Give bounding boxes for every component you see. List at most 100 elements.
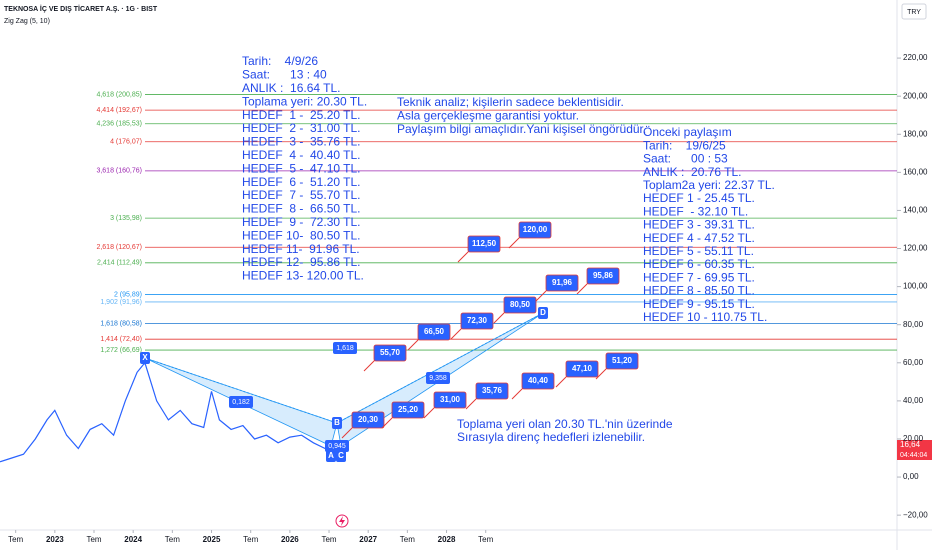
target-arrow [595,366,609,380]
annotation-current: ANLIK : 16.64 TL. [242,81,341,95]
fib-level-label: 1,272 (66,69) [100,347,142,354]
annotation-previous: HEDEF 4 - 47.52 TL. [643,231,755,245]
annotation-current: HEDEF 3 - 35.76 TL. [242,135,361,149]
target-arrow [508,235,522,249]
target-arrow [457,249,471,263]
annotation-previous: Önceki paylaşım [643,125,732,139]
fib-level-label: 2 (95,89) [114,291,142,298]
y-tick-label: 180,00 [903,129,928,138]
pattern-point: A [328,451,334,460]
target-label: 66,50 [424,327,445,336]
target-arrow [535,288,549,302]
target-box [605,352,639,370]
annotation-note: Toplama yeri olan 20.30 TL.'nin üzerinde [457,417,673,431]
fib-level-label: 4,618 (200,85) [96,91,142,98]
target-box [518,221,552,239]
target-label: 55,70 [380,348,401,357]
y-tick-label: 60,00 [903,358,924,367]
x-tick-label: Tem [478,535,493,544]
annotation-previous: HEDEF 3 - 39.31 TL. [643,218,755,232]
annotation-current: HEDEF 11- 91.96 TL. [242,242,360,256]
target-label: 120,00 [523,225,548,234]
annotation-current: HEDEF 4 - 40.40 TL. [242,148,361,162]
annotation-current: Tarih: 4/9/26 [242,54,318,68]
annotation-previous: HEDEF 7 - 69.95 TL. [643,270,755,284]
x-tick-label: Tem [165,535,180,544]
y-tick-label: 80,00 [903,320,924,329]
pattern-point: D [540,308,546,317]
target-box [460,312,494,330]
pattern-ratio-box [426,372,450,384]
pattern-bd [336,312,544,424]
annotation-disclaimer: Teknik analiz; kişilerin sadece beklenti… [397,95,624,109]
target-box [417,323,451,341]
target-arrow [511,386,525,400]
target-box [433,391,467,409]
annotation-current: HEDEF 7 - 55.70 TL. [242,188,361,202]
annotation-current: HEDEF 8 - 66.50 TL. [242,202,361,216]
pattern-point: B [334,418,340,427]
target-arrow [407,337,421,351]
target-label: 25,20 [398,405,419,414]
x-tick-label: 2025 [203,535,221,544]
target-box [503,296,537,314]
target-label: 40,40 [528,376,549,385]
price-line [0,361,334,463]
y-tick-label: 100,00 [903,282,928,291]
y-tick-label: 40,00 [903,396,924,405]
x-tick-label: 2027 [359,535,377,544]
target-label: 112,50 [472,239,497,248]
target-arrow [423,405,437,419]
target-box [391,401,425,419]
annotation-previous: HEDEF 9 - 95.15 TL. [643,297,755,311]
annotation-previous: HEDEF 8 - 85.50 TL. [643,284,755,298]
target-arrow [465,396,479,410]
pattern-point-box [538,307,548,319]
fib-level-label: 1,414 (72,40) [100,336,142,343]
target-arrow [493,310,507,324]
pattern-point-box [336,450,346,462]
x-tick-label: Tem [243,535,258,544]
y-tick-label: 200,00 [903,91,928,100]
target-box [351,411,385,429]
fib-level-label: 2,414 (112,49) [97,260,142,267]
fib-level-label: 3 (135,98) [110,215,142,222]
fib-level-label: 1,618 (80,58) [100,320,142,327]
target-box [521,372,555,390]
target-label: 20,30 [358,415,379,424]
target-box [475,382,509,400]
annotation-current: HEDEF 5 - 47.10 TL. [242,161,361,175]
pattern-ratio-box [325,440,349,452]
target-arrow [576,281,590,295]
x-tick-label: Tem [321,535,336,544]
y-tick-label: 120,00 [903,244,928,253]
fib-level-label: 4,414 (192,67) [96,107,142,114]
x-tick-label: 2024 [124,535,142,544]
x-tick-label: 2026 [281,535,299,544]
x-tick-label: Tem [86,535,101,544]
pattern-point-box [332,417,342,429]
target-label: 91,96 [552,278,573,287]
price-badge-price: 16,64 [900,440,921,449]
annotation-previous: HEDEF 10 - 110.75 TL. [643,310,767,324]
fib-level-label: 2,618 (120,67) [96,244,142,251]
target-label: 80,50 [510,300,531,309]
target-arrow [381,415,395,429]
currency-box[interactable] [901,3,927,20]
pattern-ratio-box [229,396,253,408]
y-tick-label: 0,00 [903,472,919,481]
annotation-previous: ANLIK : 20.76 TL. [643,165,742,179]
target-arrow [555,374,569,388]
target-label: 72,30 [467,316,488,325]
target-label: 95,86 [593,271,614,280]
target-arrow [363,358,377,372]
symbol-title: TEKNOSA İÇ VE DIŞ TİCARET A.Ş. · 1G · BI… [4,5,158,13]
fib-level-label: 3,618 (160,76) [96,168,142,175]
event-icon-bolt [339,516,345,526]
annotation-previous: Tarih: 19/6/25 [643,138,726,152]
target-box [586,267,620,285]
target-arrow [341,425,355,439]
y-tick-label: 140,00 [903,206,928,215]
annotation-previous: HEDEF 5 - 55.11 TL. [643,244,754,258]
